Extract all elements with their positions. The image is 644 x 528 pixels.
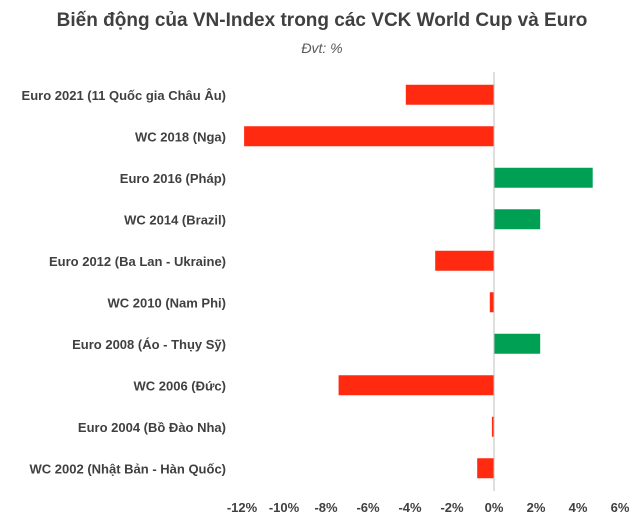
x-tick-label-3: -6% xyxy=(356,500,380,515)
bar-4 xyxy=(435,250,494,271)
bar-7 xyxy=(338,375,494,396)
bar-3 xyxy=(494,209,541,230)
bar-1 xyxy=(244,126,494,147)
chart-title: Biến động của VN-Index trong các VCK Wor… xyxy=(56,10,588,31)
category-label-7: WC 2006 (Đức) xyxy=(134,378,227,393)
category-label-4: Euro 2012 (Ba Lan - Ukraine) xyxy=(49,254,226,269)
x-tick-label-2: -8% xyxy=(314,500,338,515)
x-tick-label-1: -10% xyxy=(269,500,300,515)
x-tick-label-4: -4% xyxy=(398,500,422,515)
x-tick-label-6: 0% xyxy=(485,500,504,515)
bar-9 xyxy=(477,458,494,479)
category-label-8: Euro 2004 (Bồ Đào Nha) xyxy=(78,420,226,435)
category-label-6: Euro 2008 (Áo - Thụy Sỹ) xyxy=(72,337,226,352)
x-tick-label-9: 6% xyxy=(611,500,630,515)
bar-5 xyxy=(489,292,494,313)
x-tick-label-8: 4% xyxy=(569,500,588,515)
x-tick-label-5: -2% xyxy=(440,500,464,515)
x-tick-label-0: -12% xyxy=(227,500,258,515)
bar-6 xyxy=(494,333,541,354)
chart-subtitle: Đvt: % xyxy=(301,40,343,56)
category-label-9: WC 2002 (Nhật Bản - Hàn Quốc) xyxy=(30,461,226,476)
category-label-5: WC 2010 (Nam Phi) xyxy=(108,295,226,310)
x-tick-label-7: 2% xyxy=(527,500,546,515)
category-label-0: Euro 2021 (11 Quốc gia Châu Âu) xyxy=(22,88,226,103)
bar-8 xyxy=(491,416,494,437)
category-label-3: WC 2014 (Brazil) xyxy=(124,212,226,227)
bar-2 xyxy=(494,167,593,188)
bar-0 xyxy=(405,84,494,105)
category-label-2: Euro 2016 (Pháp) xyxy=(120,171,226,186)
category-label-1: WC 2018 (Nga) xyxy=(135,129,226,144)
